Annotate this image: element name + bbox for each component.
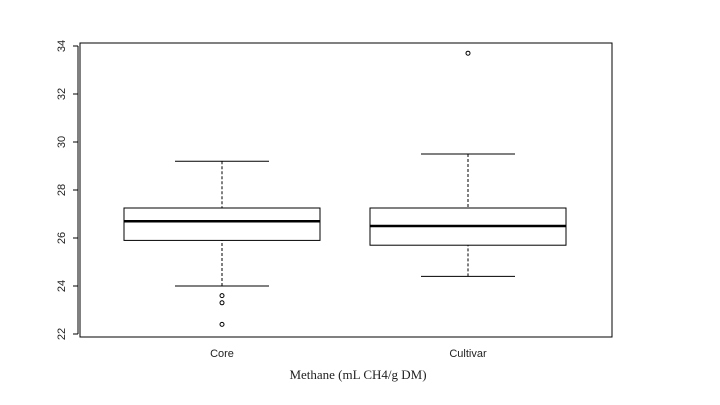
y-tick-label: 30 <box>56 136 68 148</box>
outlier <box>465 50 471 56</box>
y-tick-label: 32 <box>56 88 68 100</box>
y-tick-label: 28 <box>56 184 68 196</box>
outlier <box>219 321 225 327</box>
y-tick-label: 24 <box>56 280 68 292</box>
y-tick-label: 34 <box>56 40 68 52</box>
y-tick-label: 22 <box>56 328 68 340</box>
plot-frame <box>79 42 613 338</box>
x-tick-label: Core <box>210 348 234 360</box>
box <box>123 207 321 241</box>
x-tick-label: Cultivar <box>449 348 487 360</box>
outlier <box>219 293 225 299</box>
x-axis-label: Methane (mL CH4/g DM) <box>289 367 426 382</box>
outlier <box>219 300 225 306</box>
y-tick-label: 26 <box>56 232 68 244</box>
